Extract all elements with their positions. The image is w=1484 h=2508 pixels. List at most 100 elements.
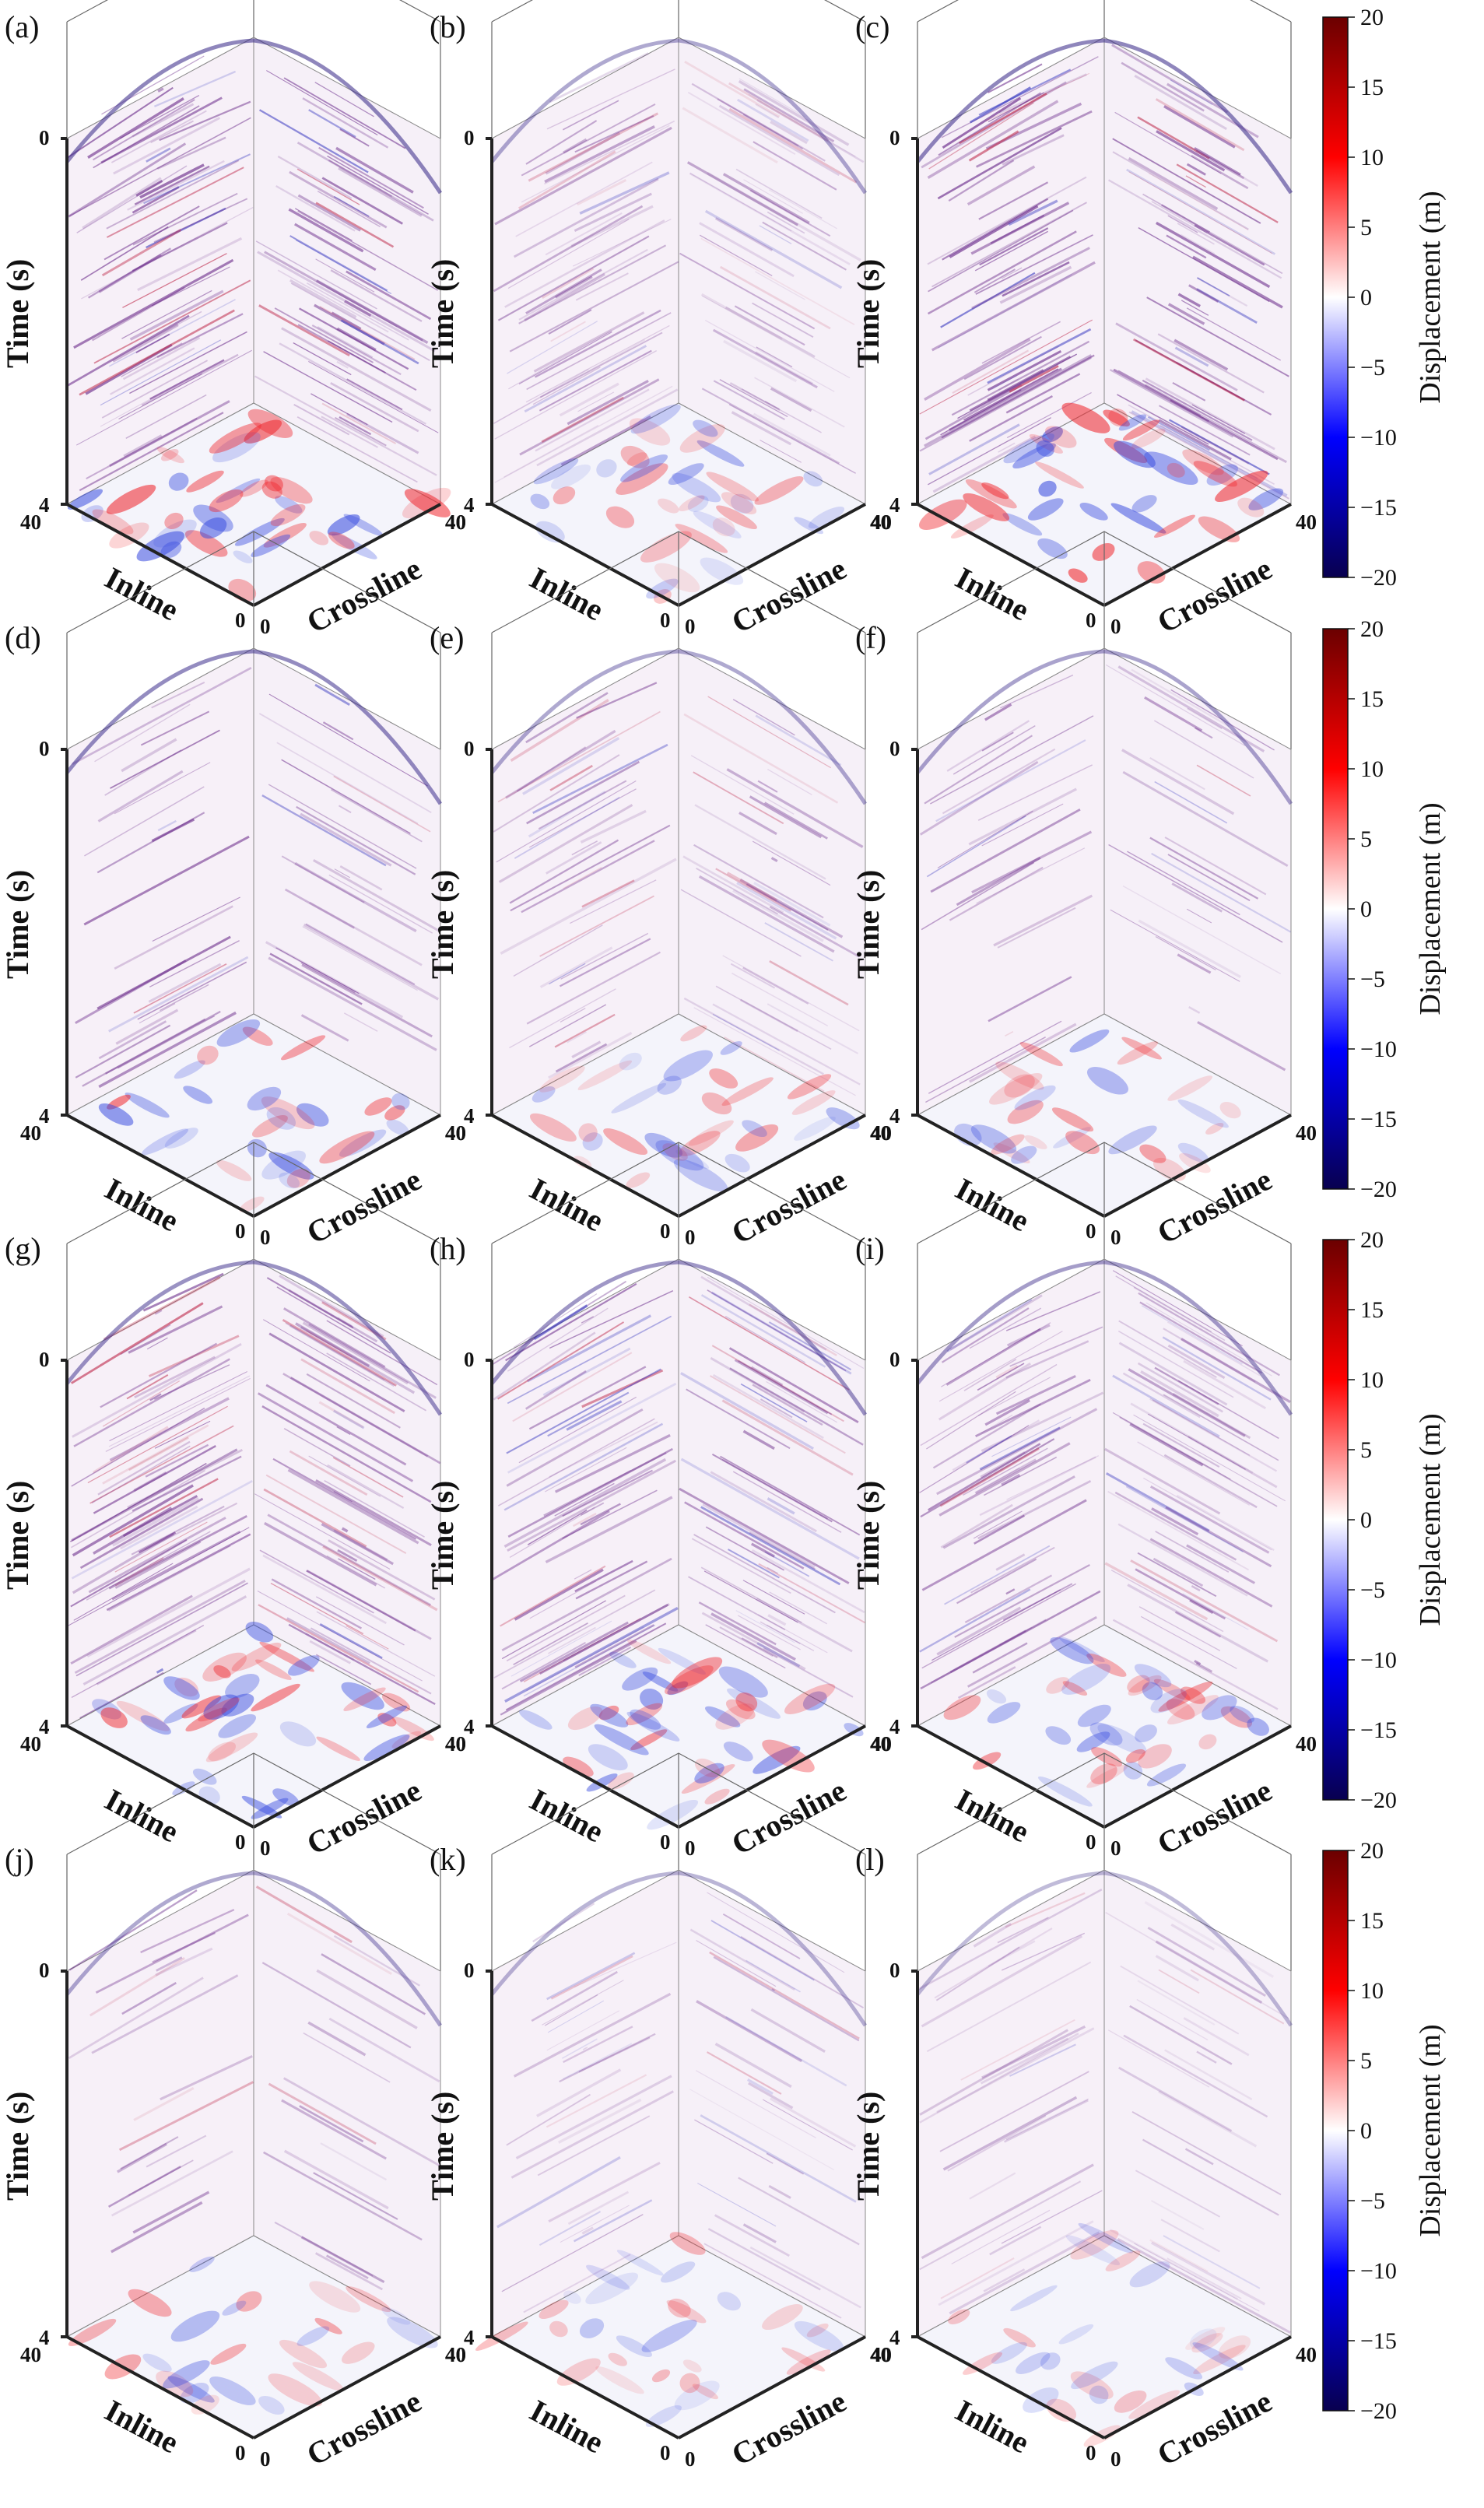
reflection-line xyxy=(945,1328,1041,1386)
reflection-line xyxy=(95,1913,249,1994)
reflection-line xyxy=(1117,2238,1291,2334)
reflection-line xyxy=(73,1563,174,1621)
colorbar-tick-label: −15 xyxy=(1360,1717,1397,1743)
reflection-line xyxy=(767,1566,778,1574)
reflection-line xyxy=(284,888,355,929)
positive-anomaly xyxy=(735,1692,758,1712)
reflection-line xyxy=(266,70,378,135)
positive-anomaly xyxy=(791,1090,836,1115)
reflection-line xyxy=(525,268,602,314)
reflection-line xyxy=(76,349,252,446)
reflection-line xyxy=(1128,411,1289,500)
reflection-line xyxy=(691,1538,791,1594)
positive-anomaly xyxy=(186,470,224,493)
reflection-line xyxy=(1138,227,1270,303)
time-axis-label: Time (s) xyxy=(0,259,35,368)
time-tick-0: 0 xyxy=(464,1959,475,1982)
colorbar-tick-label: 5 xyxy=(1360,1437,1372,1463)
reflection-line xyxy=(504,1606,679,1703)
negative-anomaly xyxy=(802,1691,827,1711)
negative-anomaly xyxy=(1248,488,1284,510)
reflection-line xyxy=(942,748,1056,815)
reflection-line xyxy=(710,1375,846,1454)
reflection-line xyxy=(724,1316,806,1363)
reflection-line xyxy=(736,882,837,940)
reflection-line xyxy=(145,1443,209,1478)
reflection-line xyxy=(71,1625,205,1699)
reflection-line xyxy=(507,1459,676,1552)
reflection-line xyxy=(735,1610,795,1643)
negative-anomaly xyxy=(332,533,377,559)
inline-axis-label: Inline xyxy=(524,1171,609,1239)
reflection-line xyxy=(753,141,837,191)
reflection-line xyxy=(111,2201,203,2254)
crossline-axis xyxy=(1103,1724,1292,1829)
reflection-line xyxy=(283,1307,386,1368)
slice-blobs xyxy=(918,402,1284,584)
reflection-line xyxy=(751,1366,784,1386)
reflection-line xyxy=(952,724,1036,775)
reflection-line xyxy=(293,403,350,436)
reflection-line xyxy=(981,321,1061,364)
reflection-line xyxy=(529,1580,597,1619)
crossline-tick-40: 40 xyxy=(1296,510,1317,534)
reflection-line xyxy=(567,1031,588,1044)
reflection-line xyxy=(742,114,804,150)
reflection-line xyxy=(315,1654,372,1685)
first-arrival xyxy=(916,649,1293,805)
positive-anomaly xyxy=(1220,1706,1253,1728)
negative-anomaly xyxy=(218,1714,257,1738)
reflection-line xyxy=(1132,338,1245,402)
reflection-line xyxy=(700,2114,857,2203)
reflection-line xyxy=(257,251,436,353)
panel-label: (c) xyxy=(855,9,889,44)
reflection-line xyxy=(938,92,1041,156)
reflection-line xyxy=(983,2268,1026,2292)
panel-label: (k) xyxy=(430,1842,466,1877)
positive-anomaly xyxy=(577,1060,633,1090)
reflection-line xyxy=(998,73,1087,114)
reflection-line xyxy=(1186,908,1212,924)
reflection-line xyxy=(730,963,776,989)
negative-anomaly xyxy=(579,2318,605,2338)
reflection-line xyxy=(318,1401,364,1429)
reflection-line xyxy=(713,1956,860,2042)
reflection-line xyxy=(701,1612,806,1671)
reflection-line xyxy=(954,1564,1090,1638)
reflection-line xyxy=(1171,882,1223,913)
time-axis-label: Time (s) xyxy=(851,2092,886,2201)
reflection-line xyxy=(286,1617,370,1664)
colorbar-tick-label: −15 xyxy=(1360,495,1397,521)
reflection-line xyxy=(977,1363,1025,1391)
inline-tick-0: 0 xyxy=(235,1830,246,1854)
reflection-line xyxy=(1149,1398,1278,1472)
negative-anomaly xyxy=(1079,502,1108,521)
negative-anomaly xyxy=(222,2300,247,2316)
reflection-line xyxy=(932,435,1037,493)
slice-blobs xyxy=(98,1019,410,1212)
time-axis-label: Time (s) xyxy=(0,2092,35,2201)
reflection-line xyxy=(336,327,377,352)
reflection-line xyxy=(578,1647,632,1676)
reflection-line xyxy=(72,667,252,766)
negative-anomaly xyxy=(81,505,103,522)
reflection-line xyxy=(760,1398,793,1419)
reflection-line xyxy=(979,227,1049,266)
reflection-line xyxy=(724,1037,825,1093)
reflection-line xyxy=(324,1479,425,1538)
reflection-line xyxy=(1147,1927,1266,1997)
positive-anomaly xyxy=(1166,1699,1195,1720)
reflection-line xyxy=(319,1623,383,1659)
reflection-line xyxy=(971,247,1090,310)
reflection-line xyxy=(121,1981,177,2015)
reflection-line xyxy=(559,938,651,987)
colorbar-tick-label: −20 xyxy=(1360,1177,1397,1202)
reflection-line xyxy=(1167,1344,1226,1380)
reflection-line xyxy=(93,1426,169,1474)
reflection-line xyxy=(306,282,409,341)
positive-anomaly xyxy=(962,2352,1003,2375)
negative-anomaly xyxy=(288,1655,320,1676)
reflection-line xyxy=(127,160,225,211)
reflection-line xyxy=(1167,2257,1242,2299)
